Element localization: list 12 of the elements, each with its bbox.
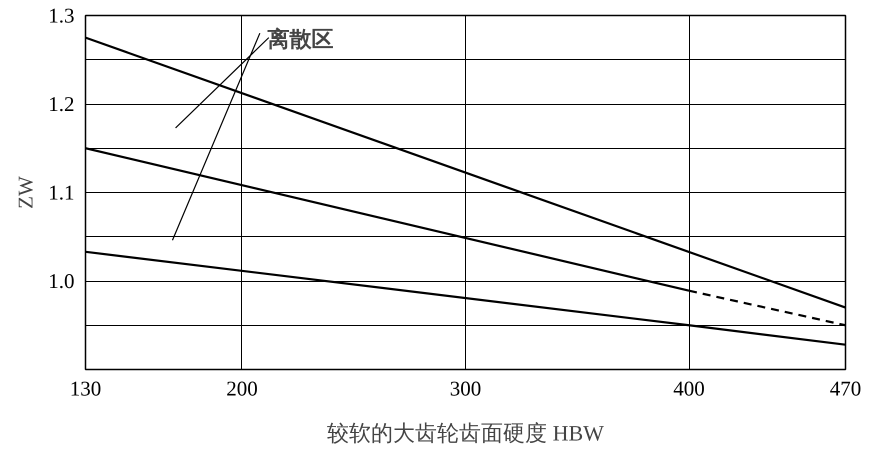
x-tick-label: 470: [830, 376, 862, 400]
x-axis-title: 较软的大齿轮齿面硬度 HBW: [327, 420, 604, 446]
x-tick-label: 300: [450, 376, 482, 400]
x-tick-label: 400: [673, 376, 705, 400]
x-tick-label: 200: [226, 376, 258, 400]
y-tick-label: 1.1: [48, 180, 74, 204]
annotation: 离散区: [266, 26, 334, 52]
y-tick-label: 1.0: [48, 269, 74, 293]
x-tick-label: 130: [70, 376, 102, 400]
y-tick-label: 1.2: [48, 92, 74, 116]
y-axis-title: ZW: [13, 176, 38, 209]
y-tick-label: 1.3: [48, 4, 74, 28]
